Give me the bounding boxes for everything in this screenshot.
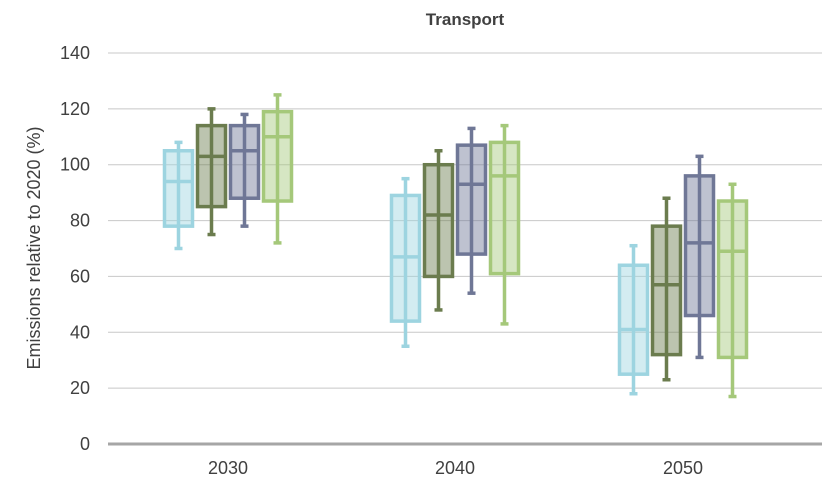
box-plot <box>195 107 228 237</box>
box <box>716 199 749 360</box>
box-plot <box>228 112 261 228</box>
box-plot <box>389 176 422 348</box>
y-tick-label: 0 <box>80 434 90 454</box>
y-tick-label: 40 <box>70 322 90 342</box>
y-tick-label: 140 <box>60 43 90 63</box>
x-tick-label: 2030 <box>208 458 248 478</box>
box-plot <box>617 243 650 396</box>
box-plot <box>683 154 716 360</box>
y-tick-label: 80 <box>70 211 90 231</box>
y-tick-label: 100 <box>60 155 90 175</box>
box <box>422 162 455 279</box>
y-axis-ticks: 0 20 40 60 80 100 120 140 <box>60 43 90 454</box>
box <box>683 174 716 318</box>
box-plot <box>261 93 294 245</box>
box <box>488 140 521 276</box>
box <box>617 263 650 376</box>
y-tick-label: 120 <box>60 99 90 119</box>
x-axis: 2030 2040 2050 <box>108 442 822 478</box>
box-plot <box>716 182 749 399</box>
box-plot <box>455 126 488 295</box>
box <box>455 143 488 256</box>
box-plots <box>162 93 749 399</box>
box-plot <box>422 149 455 312</box>
box <box>162 149 195 228</box>
box-plot <box>488 123 521 326</box>
box-plot <box>162 140 195 251</box>
box <box>261 109 294 203</box>
box <box>228 123 261 200</box>
x-tick-label: 2040 <box>435 458 475 478</box>
box-plot <box>650 196 683 382</box>
y-tick-label: 20 <box>70 378 90 398</box>
box <box>650 224 683 357</box>
x-tick-label: 2050 <box>663 458 703 478</box>
box <box>195 123 228 209</box>
y-axis-label: Emissions relative to 2020 (%) <box>24 126 44 369</box>
chart-title: Transport <box>426 10 505 29</box>
y-tick-label: 60 <box>70 266 90 286</box>
